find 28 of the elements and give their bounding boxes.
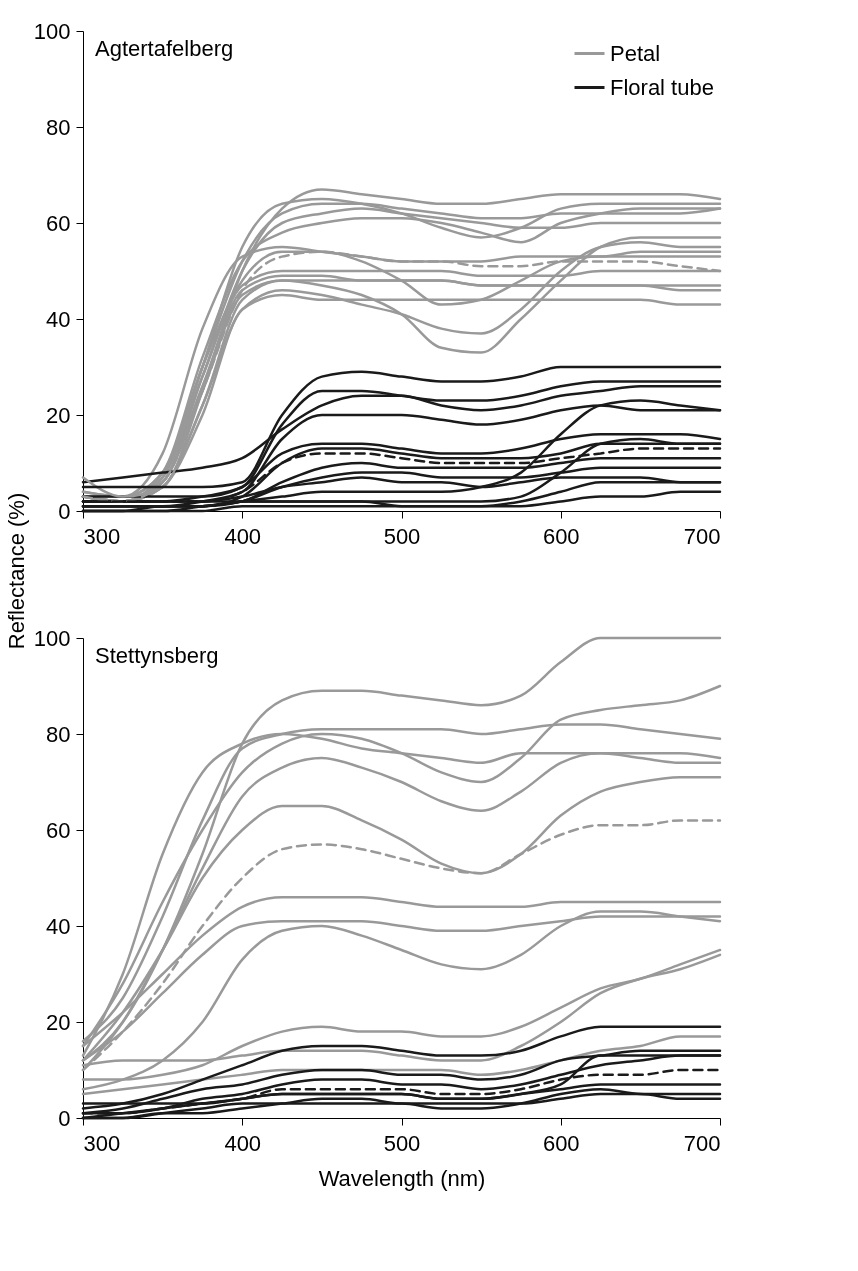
y-tick-label: 0: [58, 1105, 71, 1131]
legend-label: Floral tube: [610, 74, 714, 100]
x-tick-label: 600: [542, 1130, 580, 1156]
y-tick-label: 20: [46, 402, 71, 428]
x-tick-label: 300: [83, 523, 121, 549]
y-tick-label: 80: [46, 721, 71, 747]
x-tick-label: 500: [383, 523, 421, 549]
y-tick-label: 80: [46, 114, 71, 140]
x-tick-label: 700: [683, 523, 721, 549]
y-tick-label: 100: [33, 18, 71, 44]
y-tick-label: 40: [46, 913, 71, 939]
y-tick-label: 40: [46, 306, 71, 332]
chart-title: Stettynsberg: [95, 643, 219, 668]
y-tick-label: 0: [58, 498, 71, 524]
x-tick-label: 400: [224, 523, 262, 549]
x-tick-label: 400: [224, 1130, 262, 1156]
x-tick-label: 700: [683, 1130, 721, 1156]
y-tick-label: 100: [33, 625, 71, 651]
y-tick-label: 20: [46, 1009, 71, 1035]
legend-label: Petal: [610, 40, 661, 66]
y-axis-title: Reflectance (%): [4, 492, 29, 650]
x-tick-label: 600: [542, 523, 580, 549]
y-tick-label: 60: [46, 210, 71, 236]
chart-title: Agtertafelberg: [95, 36, 234, 61]
y-tick-label: 60: [46, 817, 71, 843]
x-tick-label: 500: [383, 1130, 421, 1156]
x-tick-label: 300: [83, 1130, 121, 1156]
x-axis-title: Wavelength (nm): [318, 1165, 486, 1191]
